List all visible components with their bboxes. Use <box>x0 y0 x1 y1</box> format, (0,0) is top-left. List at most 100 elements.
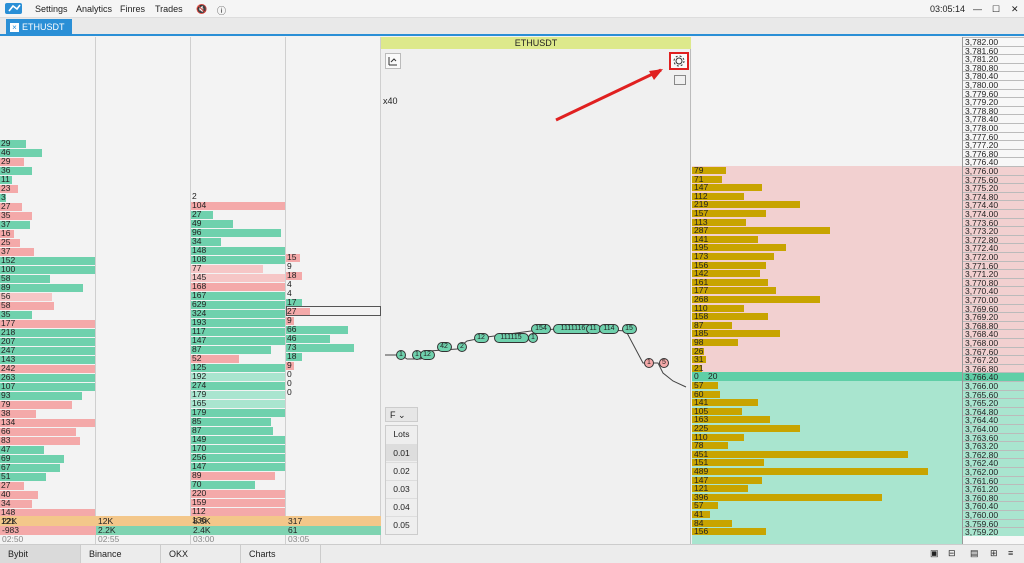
cluster-value: 79 <box>1 399 11 409</box>
summary-delta-4: 61 <box>288 525 298 535</box>
bid-row: 60 <box>692 390 962 399</box>
lot-0-02[interactable]: 0.02 <box>386 462 417 479</box>
price-level: 3,776.40 <box>963 157 1024 166</box>
cluster-column-1[interactable]: 29 46 29 36 11 23 3 27 35 37 16 25 37 152 100 58 89 56 58 3… <box>0 37 96 544</box>
volume-bar <box>0 428 76 436</box>
cluster-row: 66 <box>286 325 380 334</box>
menu-trades[interactable]: Trades <box>155 4 183 14</box>
menu-analytics[interactable]: Analytics <box>76 4 113 14</box>
cluster-column-2[interactable] <box>96 37 191 544</box>
volume-bar <box>0 473 46 481</box>
bid-volume: 151 <box>694 457 709 468</box>
bid-volume: 156 <box>694 526 709 537</box>
ask-volume-bar <box>692 278 768 286</box>
cluster-column-3[interactable]: 2 104 27 49 96 34 148 108 77 145 168 167 629 324 193 11… <box>191 37 286 544</box>
lot-0-04[interactable]: 0.04 <box>386 498 417 515</box>
alerts-icon[interactable]: ⊟ <box>948 548 956 558</box>
cluster-value: 15 <box>287 252 297 262</box>
footer-tab-binance[interactable]: Binance <box>81 545 161 563</box>
ask-row: 158 <box>692 312 962 321</box>
ask-row: 79 <box>692 166 962 175</box>
bid-row: 396 <box>692 493 962 502</box>
cluster-row: 34 <box>0 499 95 508</box>
ask-volume: 161 <box>694 276 709 287</box>
price-level: 3,780.80 <box>963 62 1024 72</box>
cluster-row: 27 <box>286 307 380 316</box>
cluster-row: 27 <box>0 481 95 490</box>
price-level: 3,772.00 <box>963 252 1024 261</box>
menu-settings[interactable]: Settings <box>35 4 68 14</box>
mute-icon[interactable]: 🔇 <box>196 4 208 14</box>
share-icon[interactable]: ▤ <box>970 548 979 558</box>
time-label-4: 03:05 <box>288 534 310 544</box>
bid-volume: 141 <box>694 397 709 408</box>
cluster-row: 38 <box>0 409 95 418</box>
footer-tab-charts[interactable]: Charts <box>241 545 321 563</box>
price-level: 3,759.60 <box>963 518 1024 528</box>
volume-bar <box>0 194 6 202</box>
volume-bar <box>0 293 52 301</box>
volume-bar <box>191 364 285 372</box>
cluster-value: 37 <box>1 219 11 229</box>
volume-bar <box>191 310 285 318</box>
bid-volume-bar <box>692 425 800 432</box>
cluster-value: 177 <box>1 318 16 328</box>
volume-bar <box>191 292 285 300</box>
ask-row: 26 <box>692 347 962 356</box>
settings-gear-icon[interactable] <box>669 52 689 70</box>
footer-tab-bybit[interactable]: Bybit <box>0 545 81 563</box>
cluster-row: 27 <box>191 210 285 219</box>
cluster-value: 38 <box>1 408 11 418</box>
cluster-value: 35 <box>1 210 11 220</box>
cluster-value: 27 <box>287 306 297 316</box>
bid-row: 78 <box>692 441 962 450</box>
ask-volume-bar <box>692 261 766 269</box>
price-level: 3,775.60 <box>963 174 1024 184</box>
volume-bar <box>191 409 285 417</box>
price-level: 3,768.40 <box>963 329 1024 338</box>
cluster-value: 207 <box>1 336 16 346</box>
footer-tab-okx[interactable]: OKX <box>161 545 241 563</box>
ask-volume-bar <box>692 201 800 209</box>
cluster-value: 36 <box>1 165 11 175</box>
screenshot-icon[interactable]: ▣ <box>930 548 939 558</box>
lot-0-03[interactable]: 0.03 <box>386 480 417 497</box>
ask-row: 141 <box>692 235 962 244</box>
cluster-row: 9 <box>286 262 380 271</box>
tab-close-icon[interactable]: × <box>10 23 19 32</box>
cluster-value: 136 <box>192 515 207 525</box>
help-icon[interactable]: ⓘ <box>217 6 227 16</box>
price-level: 3,778.80 <box>963 105 1024 115</box>
tape-chart[interactable]: ETHUSDT x40 1 1 12 42 2 12 111115 1 154 1111116 11… <box>381 37 691 544</box>
minimize-icon[interactable]: — <box>973 4 982 14</box>
maximize-icon[interactable]: ☐ <box>992 4 1001 14</box>
ask-row: 31 <box>692 355 962 364</box>
cluster-value: 9 <box>287 360 292 370</box>
price-level: 3,768.80 <box>963 320 1024 330</box>
price-level: 3,766.40 <box>963 372 1024 381</box>
tab-ethusdt[interactable]: × ETHUSDT <box>6 19 72 36</box>
ask-volume: 26 <box>694 345 704 356</box>
lot-0-01[interactable]: 0.01 <box>386 444 417 461</box>
ask-volume: 173 <box>694 251 709 261</box>
price-level: 3,782.00 <box>963 37 1024 46</box>
lot-0-05[interactable]: 0.05 <box>386 516 417 533</box>
cluster-value: 100 <box>1 264 16 274</box>
order-book[interactable]: 79 71 147 112 219 157 113 287 141 195 173 156 142 161… <box>692 37 962 544</box>
cluster-column-4[interactable]: 15 9 18 4 4 17 27 9 66 46 73 18 9 0 0 0 <box>286 37 381 544</box>
grid-icon[interactable]: ⊞ <box>990 548 998 558</box>
ask-volume-bar <box>692 296 820 303</box>
volume-bar <box>0 284 83 292</box>
cluster-value: 170 <box>192 443 207 453</box>
add-chart-icon[interactable] <box>385 53 401 69</box>
footer-bar: Bybit Binance OKX Charts ▣ ⊟ ▤ ⊞ ≡ <box>0 544 1024 563</box>
lot-mode-select[interactable]: F ⌄ <box>385 407 418 422</box>
menu-icon[interactable]: ≡ <box>1008 548 1014 558</box>
trade-bubble: 154 <box>531 324 551 334</box>
cluster-value: 242 <box>1 363 16 373</box>
close-icon[interactable]: ✕ <box>1011 4 1019 14</box>
keyboard-icon[interactable] <box>674 75 686 85</box>
menu-finres[interactable]: Finres <box>120 4 146 14</box>
volume-bar <box>191 247 285 255</box>
volume-bar <box>191 391 285 399</box>
